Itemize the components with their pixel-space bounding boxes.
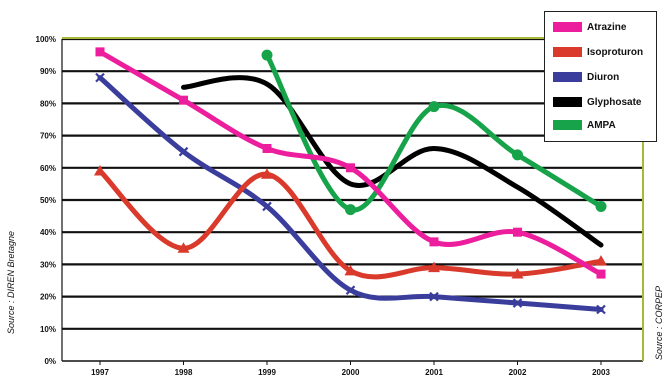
diuron-point xyxy=(596,304,606,315)
legend-label: Atrazine xyxy=(587,21,627,33)
legend-swatch xyxy=(553,47,582,57)
x-tick-label: 1997 xyxy=(91,368,109,375)
legend-label: Diuron xyxy=(587,71,620,83)
y-tick-label: 10% xyxy=(40,325,56,334)
diuron-point xyxy=(262,201,272,212)
isoproturon-point xyxy=(595,255,607,266)
x-axis-ticks: 1997 1998 1999 2000 2001 2002 2003 xyxy=(91,361,610,375)
series-diuron xyxy=(95,72,606,315)
legend-swatch xyxy=(553,120,582,130)
x-tick-label: 2000 xyxy=(342,368,360,375)
atrazine-point xyxy=(346,163,355,173)
series-isoproturon xyxy=(94,165,607,280)
atrazine-point xyxy=(596,269,606,279)
x-tick-label: 1998 xyxy=(175,368,193,375)
diuron-point xyxy=(345,285,356,295)
y-tick-label: 100% xyxy=(36,35,56,44)
series-lines xyxy=(94,47,607,315)
legend-item-diuron: Diuron xyxy=(553,70,619,84)
isoproturon-point xyxy=(344,264,357,276)
x-tick-label: 2002 xyxy=(509,368,527,375)
y-tick-label: 30% xyxy=(40,260,56,269)
diuron-point xyxy=(429,291,439,302)
ampa-point xyxy=(428,101,440,113)
legend-item-glyphosate: Glyphosate xyxy=(553,95,641,109)
series-atrazine xyxy=(95,47,606,279)
diuron-point xyxy=(95,72,105,83)
source-left-label: Source : DIREN Bretagne xyxy=(6,231,16,334)
ampa-point xyxy=(261,49,273,61)
y-tick-label: 90% xyxy=(40,67,56,76)
legend-item-atrazine: Atrazine xyxy=(553,20,626,34)
legend-item-isoproturon: Isoproturon xyxy=(553,45,643,59)
ampa-point xyxy=(512,149,523,161)
legend-item-ampa: AMPA xyxy=(553,118,616,132)
y-tick-label: 80% xyxy=(40,99,56,108)
y-tick-label: 40% xyxy=(40,228,56,237)
y-tick-label: 70% xyxy=(40,132,56,141)
legend-swatch xyxy=(553,97,582,107)
isoproturon-point xyxy=(428,261,440,273)
atrazine-line xyxy=(97,49,604,277)
y-axis-ticks: 0% 10% 20% 30% 40% 50% 60% 70% 80% 90% 100% xyxy=(36,35,56,366)
isoproturon-line xyxy=(97,168,604,280)
atrazine-point xyxy=(95,47,105,57)
legend-label: Glyphosate xyxy=(587,96,642,108)
legend-swatch xyxy=(553,72,582,82)
legend-label: Isoproturon xyxy=(587,46,644,58)
atrazine-point xyxy=(513,227,522,237)
atrazine-point xyxy=(429,237,439,247)
ampa-point xyxy=(595,200,607,212)
atrazine-point xyxy=(179,95,188,105)
isoproturon-point xyxy=(94,165,106,176)
x-tick-label: 2001 xyxy=(425,368,443,375)
legend-label: AMPA xyxy=(587,119,616,131)
y-tick-label: 20% xyxy=(40,293,56,302)
legend-swatch xyxy=(553,22,582,32)
y-tick-label: 60% xyxy=(40,164,56,173)
x-tick-label: 2003 xyxy=(592,368,610,375)
isoproturon-point xyxy=(511,268,524,279)
y-tick-label: 0% xyxy=(44,357,56,366)
source-right-label: Source : CORPEP xyxy=(654,286,662,360)
atrazine-point xyxy=(262,143,272,153)
diuron-point xyxy=(178,146,189,157)
diuron-point xyxy=(512,298,523,308)
y-tick-label: 50% xyxy=(40,196,56,205)
ampa-point xyxy=(345,204,356,216)
legend: Atrazine Isoproturon Diuron Glyphosate AMPA xyxy=(544,11,657,142)
isoproturon-point xyxy=(261,168,273,179)
isoproturon-point xyxy=(177,242,190,253)
x-tick-label: 1999 xyxy=(258,368,276,375)
